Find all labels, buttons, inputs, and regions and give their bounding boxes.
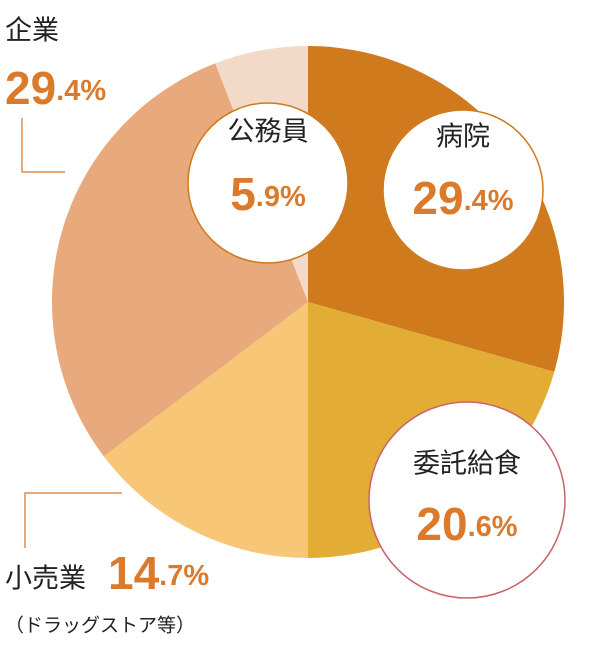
- category-label: 公務員: [228, 117, 309, 148]
- value-label: 20.6%: [416, 498, 517, 550]
- category-label: 病院: [436, 122, 490, 153]
- leader-line: [24, 492, 122, 548]
- category-label: 小売業: [5, 564, 86, 595]
- category-label: 企業: [5, 16, 59, 47]
- label-badge: [368, 401, 566, 599]
- leader-line: [21, 118, 65, 173]
- value-label: 14.7%: [108, 547, 209, 599]
- value-label: 29.4%: [5, 62, 106, 114]
- label-badge: [382, 109, 544, 271]
- value-label: 5.9%: [230, 168, 306, 220]
- category-label: 委託給食: [413, 449, 521, 480]
- value-label: 29.4%: [412, 172, 513, 224]
- pie-slice: [103, 302, 309, 558]
- category-note: （ドラッグストア等）: [5, 615, 195, 637]
- label-badge: [187, 102, 349, 264]
